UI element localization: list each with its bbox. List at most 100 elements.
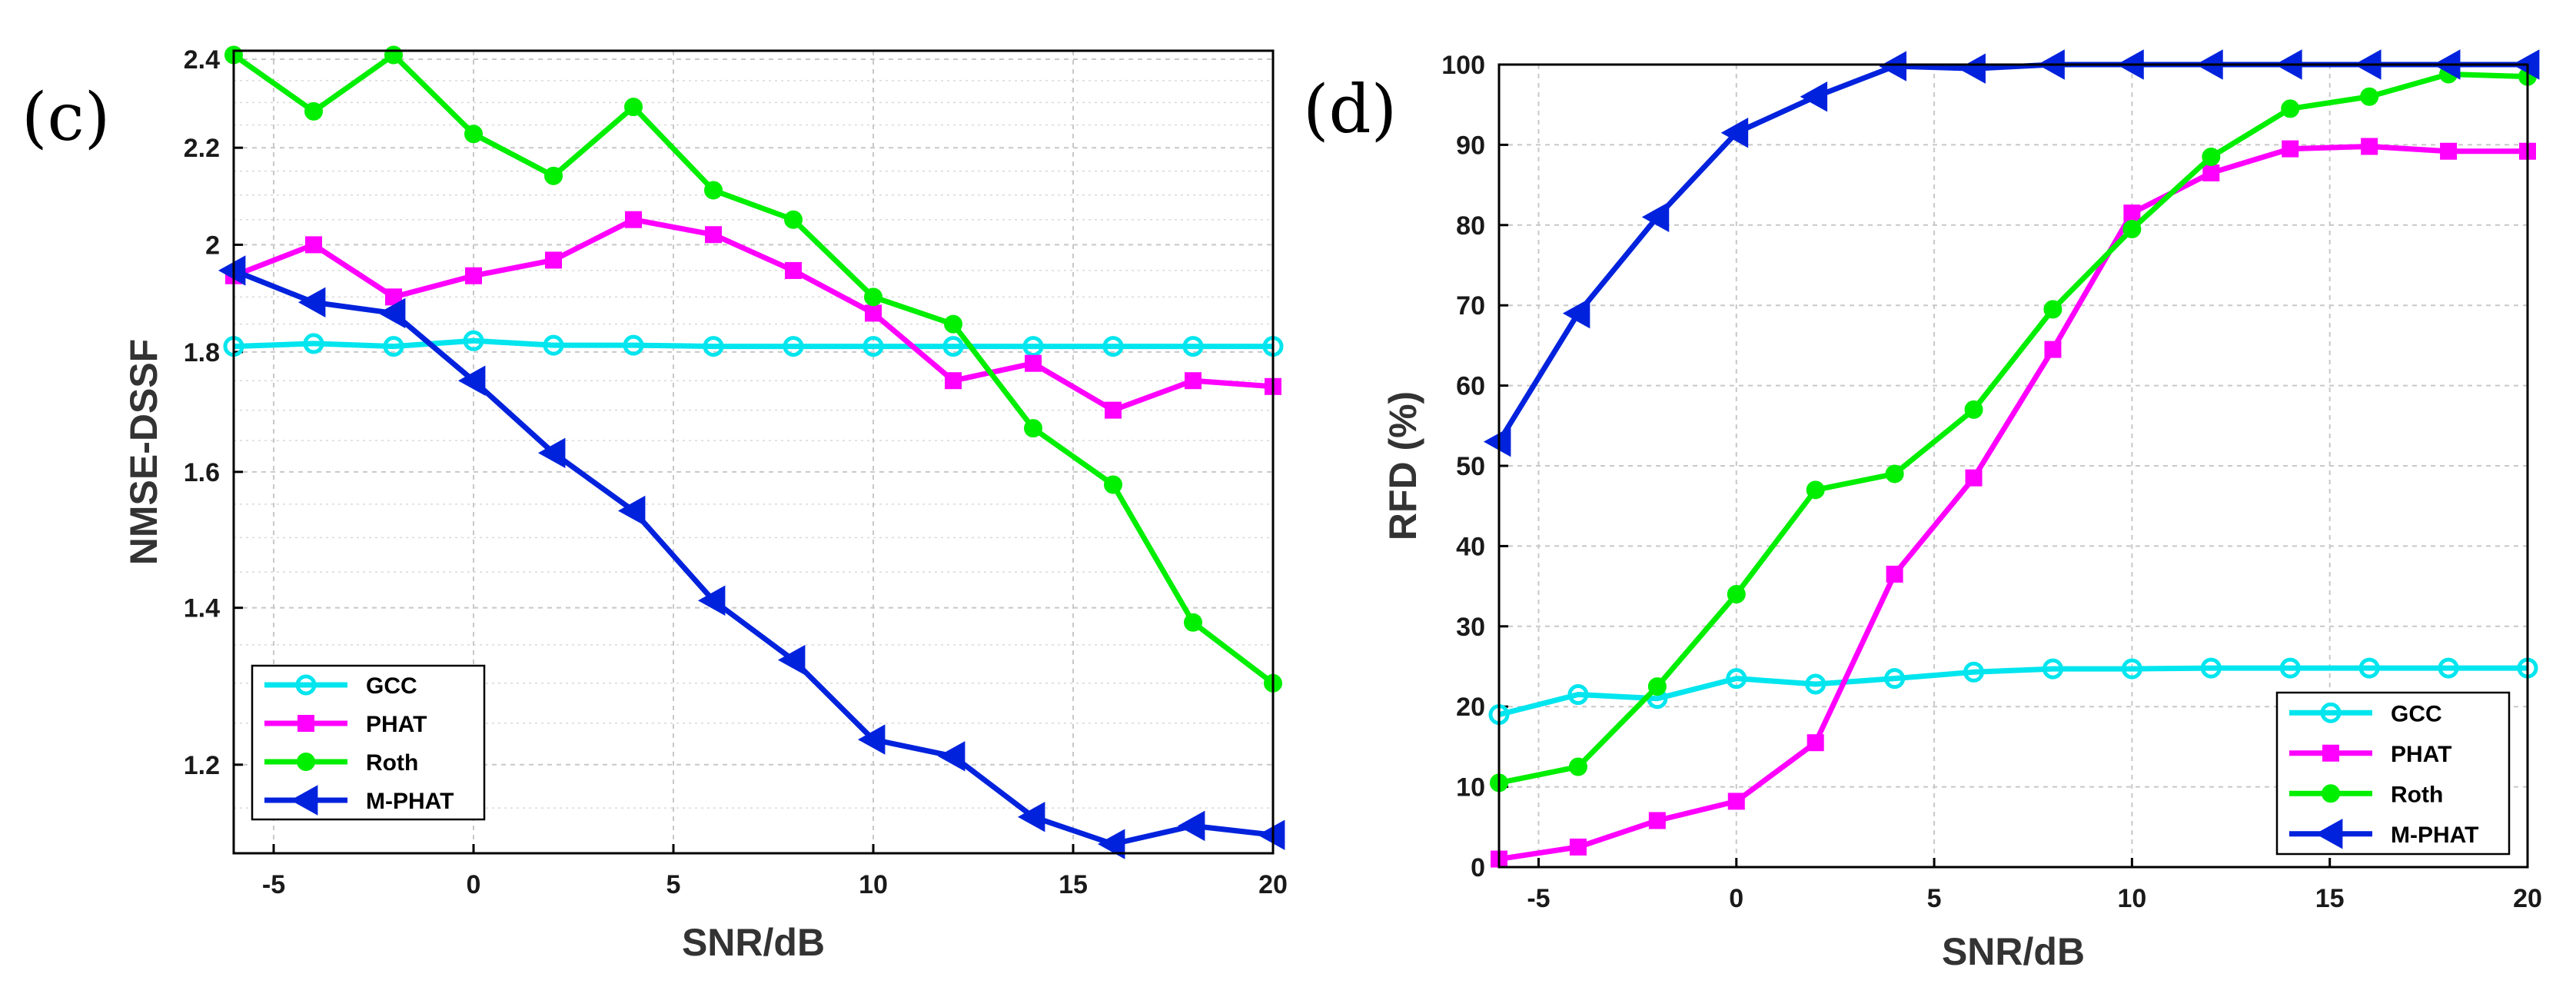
- data-point-phat: [1105, 401, 1122, 419]
- data-point-roth: [304, 101, 323, 121]
- x-tick-label: 0: [467, 870, 481, 899]
- x-tick-label: 5: [666, 870, 681, 899]
- panel-d-chart: (d) -5 0 5 10 15 20 0 10 20 30 40 50 60 70 80 90 100 SNR…: [1303, 49, 2542, 973]
- data-point-roth: [1806, 480, 1825, 500]
- data-point-phat: [545, 251, 562, 269]
- data-point-gcc: [2121, 658, 2142, 680]
- data-point-gcc: [863, 336, 884, 357]
- legend-box: [251, 664, 486, 821]
- data-point-roth: [704, 181, 723, 200]
- panel-d-ticks: -5 0 5 10 15 20 0 10 20 30 40 50 60 70 80 90 100: [1441, 51, 2542, 913]
- data-point-roth: [1885, 464, 1904, 484]
- y-tick-label: 10: [1456, 773, 1485, 803]
- data-point-roth: [2202, 148, 2221, 167]
- data-point-roth: [1647, 677, 1667, 696]
- data-point-phat: [2123, 204, 2141, 222]
- data-point-m-phat: [1017, 802, 1045, 833]
- data-point-roth: [544, 166, 563, 185]
- data-point-m-phat: [1257, 819, 1285, 850]
- series-line-phat: [1498, 143, 2528, 862]
- data-point-roth: [464, 125, 483, 144]
- data-point-roth: [944, 314, 962, 334]
- data-point-phat: [1727, 793, 1745, 810]
- legend-marker-roth: [2322, 784, 2340, 803]
- data-point-gcc: [1884, 668, 1906, 690]
- y-tick-label: 2: [205, 231, 220, 260]
- data-point-phat: [785, 261, 802, 279]
- series-line-m-phat: [1497, 61, 2528, 444]
- data-point-phat: [1807, 734, 1824, 752]
- panel-d-label: (d): [1303, 71, 1397, 148]
- legend-label-phat: PHAT: [2391, 742, 2451, 767]
- legend-label-phat: PHAT: [366, 712, 427, 737]
- data-point-m-phat: [1097, 829, 1125, 859]
- data-point-phat: [1648, 812, 1666, 829]
- data-point-gcc: [1726, 668, 1747, 690]
- series-line-gcc: [233, 337, 1273, 350]
- data-point-m-phat: [218, 255, 246, 286]
- panel-d-x-axis-label: SNR/dB: [1942, 930, 2085, 973]
- panel-c-plot-frame: [232, 49, 1275, 855]
- data-point-m-phat: [937, 741, 966, 772]
- legend-marker-phat: [297, 715, 314, 732]
- y-tick-label: 60: [1456, 372, 1485, 401]
- data-point-m-phat: [297, 287, 326, 318]
- panel-d-y-axis-label: RFD (%): [1381, 391, 1424, 540]
- data-point-gcc: [1567, 684, 1589, 706]
- series-line-phat: [232, 217, 1274, 414]
- x-tick-label: 0: [1729, 884, 1743, 913]
- data-point-roth: [2122, 220, 2142, 239]
- data-point-phat: [385, 288, 402, 306]
- legend-marker-gcc: [2320, 702, 2342, 723]
- data-point-roth: [2360, 87, 2379, 106]
- data-point-roth: [1727, 585, 1746, 604]
- data-point-gcc: [1102, 336, 1124, 357]
- legend-label-gcc: GCC: [2391, 701, 2442, 726]
- y-tick-label: 90: [1456, 131, 1485, 160]
- y-tick-label: 1.6: [184, 458, 220, 487]
- panel-c-chart: (c) -5 0 5 10 15 20 1.2 1.4 1.6 1.8 2 2.2 2.4 SNR/dB…: [22, 45, 1288, 964]
- panel-c-y-axis-label: NMSE-DSSF: [122, 339, 165, 565]
- data-point-phat: [1965, 469, 1983, 487]
- data-point-gcc: [623, 334, 644, 356]
- data-point-roth: [624, 98, 643, 117]
- legend-label-gcc: GCC: [366, 673, 417, 699]
- data-point-roth: [384, 45, 403, 65]
- data-point-gcc: [1182, 336, 1204, 357]
- data-point-gcc: [303, 333, 324, 354]
- data-point-gcc: [2438, 657, 2459, 679]
- data-point-m-phat: [1562, 297, 1590, 329]
- legend-label-m-phat: M-PHAT: [2391, 823, 2478, 848]
- data-point-phat: [945, 372, 962, 390]
- data-point-gcc: [942, 336, 964, 357]
- data-point-m-phat: [537, 437, 566, 468]
- legend-label-m-phat: M-PHAT: [366, 789, 454, 814]
- y-tick-label: 0: [1471, 853, 1485, 882]
- data-point-m-phat: [1177, 810, 1205, 842]
- series-line-m-phat: [232, 268, 1274, 847]
- y-tick-label: 70: [1456, 291, 1485, 321]
- data-point-gcc: [703, 336, 724, 357]
- x-tick-label: -5: [1527, 884, 1550, 913]
- data-point-phat: [705, 226, 722, 244]
- legend-marker-m-phat: [2315, 819, 2343, 849]
- data-point-m-phat: [1879, 51, 1907, 81]
- data-point-roth: [784, 210, 803, 229]
- y-tick-label: 1.8: [184, 338, 220, 367]
- data-point-roth: [1568, 757, 1587, 776]
- data-point-phat: [2044, 341, 2062, 358]
- data-point-phat: [2440, 142, 2458, 160]
- y-tick-label: 40: [1456, 532, 1485, 561]
- legend-marker-phat: [2322, 744, 2339, 762]
- data-point-phat: [1185, 372, 1202, 390]
- data-point-gcc: [1805, 673, 1826, 695]
- data-point-roth: [1024, 419, 1042, 438]
- y-tick-label: 1.4: [184, 594, 220, 623]
- panel-c-label: (c): [22, 79, 110, 156]
- data-point-phat: [865, 304, 882, 322]
- data-point-gcc: [463, 330, 484, 351]
- x-tick-label: 10: [859, 870, 888, 899]
- x-tick-label: 15: [2315, 884, 2345, 913]
- panel-d-legend: GCC PHAT Roth M-PHAT: [2275, 691, 2511, 856]
